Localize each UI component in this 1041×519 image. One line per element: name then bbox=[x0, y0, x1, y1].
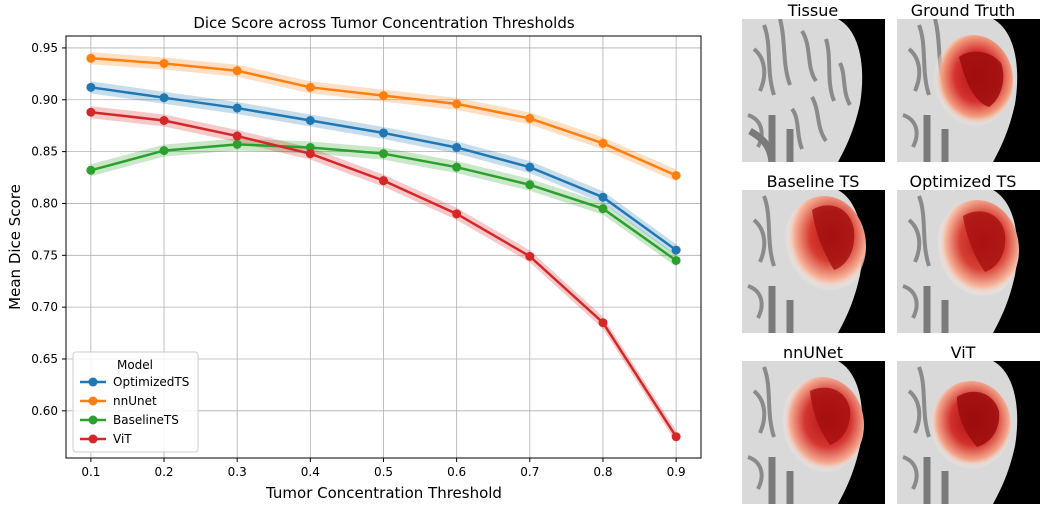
line-chart: Dice Score across Tumor Concentration Th… bbox=[6, 14, 702, 502]
data-point-optimizedts bbox=[671, 245, 681, 255]
panel-title-optimized-ts: Optimized TS bbox=[909, 172, 1017, 191]
data-point-baselinets bbox=[525, 180, 535, 190]
series-band-baselinets bbox=[90, 138, 677, 267]
y-tick-label: 0.75 bbox=[31, 248, 58, 262]
x-tick-label: 0.3 bbox=[228, 465, 247, 479]
x-tick-label: 0.8 bbox=[593, 465, 612, 479]
legend-marker-vit bbox=[88, 434, 98, 444]
panel-title-vit: ViT bbox=[950, 343, 976, 362]
data-point-nnunet bbox=[305, 82, 315, 92]
data-point-optimizedts bbox=[379, 128, 388, 138]
brain-image-baseline-ts bbox=[742, 190, 885, 333]
brain-image-optimized-ts bbox=[897, 190, 1040, 333]
legend-marker-baselinets bbox=[88, 415, 98, 425]
data-point-vit bbox=[452, 209, 462, 219]
data-point-nnunet bbox=[379, 91, 388, 101]
data-point-baselinets bbox=[232, 139, 242, 149]
y-tick-label: 0.70 bbox=[31, 300, 58, 314]
x-tick-label: 0.4 bbox=[301, 465, 320, 479]
y-tick-label: 0.65 bbox=[31, 352, 58, 366]
data-point-baselinets bbox=[452, 162, 462, 172]
data-point-nnunet bbox=[598, 138, 608, 148]
data-point-baselinets bbox=[671, 255, 681, 265]
data-point-baselinets bbox=[86, 165, 96, 175]
brain-image-tissue bbox=[742, 19, 885, 162]
data-point-vit bbox=[598, 318, 608, 328]
data-point-vit bbox=[232, 131, 242, 141]
panel-title-tissue: Tissue bbox=[787, 1, 839, 20]
legend-box bbox=[72, 351, 199, 453]
data-point-nnunet bbox=[525, 113, 535, 123]
x-tick-label: 0.1 bbox=[81, 465, 100, 479]
data-point-nnunet bbox=[232, 66, 242, 76]
x-tick-label: 0.6 bbox=[447, 465, 466, 479]
y-tick-label: 0.80 bbox=[31, 196, 58, 210]
x-tick-label: 0.7 bbox=[520, 465, 539, 479]
data-point-optimizedts bbox=[305, 116, 315, 126]
data-point-optimizedts bbox=[232, 103, 242, 113]
x-tick-label: 0.2 bbox=[154, 465, 173, 479]
legend-label-vit: ViT bbox=[113, 432, 132, 446]
data-point-optimizedts bbox=[598, 192, 608, 202]
data-point-optimizedts bbox=[452, 142, 462, 152]
chart-title: Dice Score across Tumor Concentration Th… bbox=[193, 14, 575, 32]
data-point-nnunet bbox=[159, 58, 169, 68]
y-tick-label: 0.90 bbox=[31, 93, 58, 107]
brain-image-vit bbox=[897, 361, 1040, 504]
data-point-baselinets bbox=[598, 204, 608, 214]
data-point-optimizedts bbox=[159, 93, 169, 103]
data-point-vit bbox=[86, 107, 96, 117]
y-tick-label: 0.95 bbox=[31, 41, 58, 55]
data-point-optimizedts bbox=[86, 82, 96, 92]
legend-label-optimizedts: OptimizedTS bbox=[113, 375, 189, 389]
legend-marker-nnunet bbox=[88, 396, 98, 406]
x-tick-label: 0.5 bbox=[374, 465, 393, 479]
data-point-vit bbox=[379, 176, 388, 186]
series-band-optimizedts bbox=[90, 81, 677, 257]
brain-image-nnunet bbox=[742, 361, 885, 504]
y-tick-label: 0.85 bbox=[31, 145, 58, 159]
data-point-nnunet bbox=[86, 53, 96, 63]
data-point-nnunet bbox=[671, 170, 681, 180]
brain-image-ground-truth bbox=[897, 19, 1040, 162]
panel-title-baseline-ts: Baseline TS bbox=[766, 172, 860, 191]
data-point-baselinets bbox=[305, 142, 315, 152]
legend-label-nnunet: nnUnet bbox=[113, 394, 157, 408]
x-axis-label: Tumor Concentration Threshold bbox=[265, 484, 502, 502]
legend-label-baselinets: BaselineTS bbox=[113, 413, 179, 427]
data-point-vit bbox=[671, 432, 681, 442]
legend-marker-optimizedts bbox=[88, 377, 98, 387]
data-point-baselinets bbox=[159, 146, 169, 156]
legend-title: Model bbox=[117, 358, 153, 372]
x-tick-label: 0.9 bbox=[667, 465, 686, 479]
y-tick-label: 0.60 bbox=[31, 404, 58, 418]
panel-title-nnunet: nnUNet bbox=[782, 343, 844, 362]
data-point-nnunet bbox=[452, 99, 462, 109]
panel-title-ground-truth: Ground Truth bbox=[910, 1, 1016, 20]
data-point-baselinets bbox=[379, 149, 388, 159]
series-band-nnunet bbox=[90, 52, 677, 182]
data-point-optimizedts bbox=[525, 162, 535, 172]
data-point-vit bbox=[525, 251, 535, 261]
data-point-vit bbox=[305, 149, 315, 159]
y-axis-label: Mean Dice Score bbox=[6, 184, 24, 310]
legend: Model OptimizedTS nnUnet BaselineTS ViT bbox=[72, 351, 199, 453]
data-point-vit bbox=[159, 116, 169, 126]
